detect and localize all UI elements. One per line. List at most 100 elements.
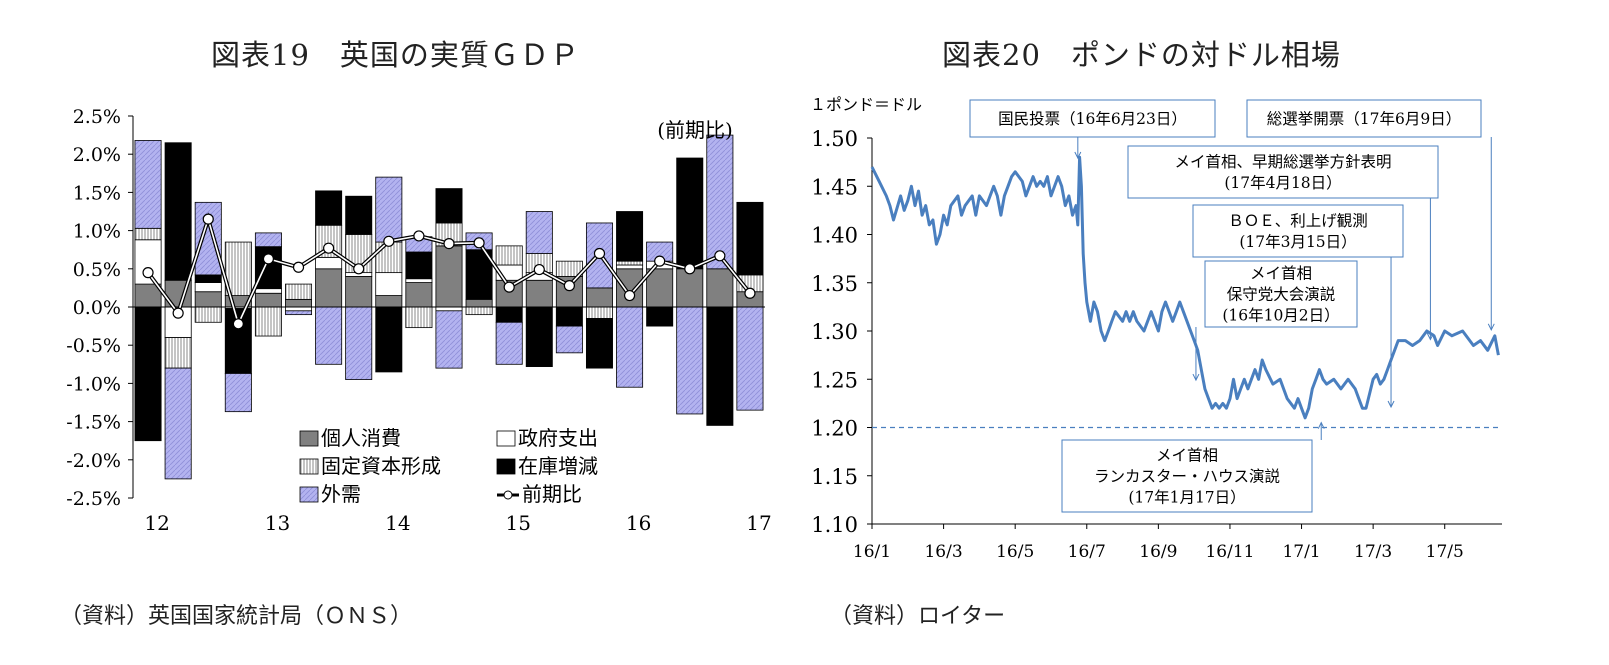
bar-segment: [706, 306, 734, 426]
total-marker: [383, 235, 395, 247]
callout-box: [1127, 145, 1439, 199]
bar-segment: [405, 251, 433, 280]
legend-swatch: [496, 458, 516, 475]
total-marker: [744, 287, 756, 299]
bar-segment: [646, 306, 674, 327]
callout-arrow: [1387, 400, 1395, 409]
bar-segment: [676, 268, 704, 308]
bar-segment: [345, 306, 373, 380]
y-tick-label: 1.20: [811, 417, 858, 441]
bar-segment: [345, 276, 373, 308]
bar-segment: [736, 306, 764, 411]
bar-segment: [585, 318, 613, 369]
left-chart-title: 図表19 英国の実質ＧＤＰ: [211, 38, 580, 72]
total-marker: [714, 250, 726, 262]
x-tick-label: 12: [144, 511, 169, 535]
x-tick-label: 16/1: [853, 542, 891, 562]
total-marker: [142, 267, 154, 279]
total-marker: [623, 289, 636, 302]
x-tick-label: 17/5: [1426, 542, 1464, 562]
bar-segment: [194, 291, 222, 308]
x-tick-label: 15: [505, 511, 530, 535]
bar-segment: [194, 282, 222, 293]
bar-segment: [616, 306, 644, 388]
y-tick-label: -0.5%: [66, 335, 121, 357]
bar-segment: [285, 306, 313, 312]
total-marker: [443, 237, 455, 250]
callout-box: [1246, 99, 1482, 138]
bar-segment: [285, 298, 313, 308]
bar-segment: [315, 256, 343, 270]
callout-box: [969, 99, 1216, 138]
bar-segment: [616, 260, 644, 266]
callout-arrow: [1487, 323, 1495, 331]
yoy-annotation: (前期比): [657, 118, 733, 142]
bar-segment: [315, 306, 343, 365]
x-tick-label: 17: [746, 511, 771, 535]
bar-segment: [375, 306, 403, 373]
callout-text: メイ首相: [1250, 265, 1312, 283]
total-marker: [323, 242, 335, 254]
x-tick-label: 13: [265, 511, 290, 535]
bar-segment: [345, 195, 373, 235]
bar-segment: [706, 268, 734, 308]
total-marker: [684, 263, 696, 275]
callout-arrow: [1192, 373, 1200, 382]
callout-text: (16年10月2日）: [1222, 307, 1339, 325]
callout-text: ＢＯＥ、利上げ観測: [1228, 212, 1368, 230]
bar-segment: [164, 337, 192, 369]
x-tick-label: 16/3: [924, 542, 962, 562]
legend-swatch: [299, 486, 319, 503]
bar-segment: [495, 306, 523, 323]
bar-segment: [435, 306, 463, 312]
x-tick-label: 16/7: [1068, 542, 1106, 562]
bar-segment: [194, 306, 222, 323]
bar-segment: [164, 142, 192, 281]
bar-segment: [616, 264, 644, 270]
bar-segment: [465, 306, 493, 316]
callout-text: ランカスター・ハウス演説: [1094, 468, 1280, 486]
y-tick-label: 1.30: [811, 320, 858, 344]
callout-text: メイ首相: [1156, 447, 1218, 465]
bar-segment: [676, 306, 704, 415]
callout-arrow: [1426, 333, 1434, 341]
legend-swatch: [299, 430, 319, 447]
bar-segment: [555, 306, 583, 327]
total-marker: [473, 237, 485, 249]
legend-label: 在庫増減: [518, 454, 598, 478]
y-tick-label: 2.0%: [73, 144, 121, 166]
bar-segment: [375, 295, 403, 308]
bar-segment: [435, 310, 463, 369]
bar-segment: [706, 134, 734, 270]
legend-swatch: [299, 458, 319, 475]
right-source-note: （資料）ロイター: [830, 604, 1006, 629]
y-tick-label: 1.25: [811, 368, 858, 392]
left-source-note: （資料）英国国家統計局（ＯＮＳ）: [60, 604, 413, 629]
bar-segment: [525, 211, 553, 254]
legend-label: 個人消費: [321, 426, 401, 450]
gbp-usd-line: [870, 155, 1500, 420]
y-tick-label: 2.5%: [73, 106, 121, 128]
y-tick-label: 1.10: [811, 513, 858, 537]
y-axis-unit-label: １ポンド＝ドル: [810, 95, 922, 114]
legend-label: 政府支出: [518, 426, 598, 450]
y-tick-label: -2.0%: [66, 450, 121, 472]
bar-segment: [465, 298, 493, 308]
callout-box: [1204, 260, 1358, 328]
total-marker: [533, 263, 545, 276]
bar-segment: [525, 279, 553, 308]
bar-segment: [134, 227, 162, 241]
callout-text: 保守党大会演説: [1227, 286, 1336, 304]
legend-swatch: [496, 430, 516, 447]
x-tick-label: 16/5: [996, 542, 1034, 562]
bar-segment: [375, 176, 403, 243]
total-marker: [413, 230, 425, 242]
bar-segment: [375, 272, 403, 296]
y-tick-label: 1.35: [811, 272, 858, 296]
callout-text: (17年4月18日）: [1224, 174, 1341, 192]
total-marker: [262, 253, 275, 265]
bar-segment: [315, 190, 343, 226]
bar-segment: [405, 306, 433, 329]
callout-arrow: [1074, 151, 1082, 160]
bar-segment: [164, 367, 192, 480]
